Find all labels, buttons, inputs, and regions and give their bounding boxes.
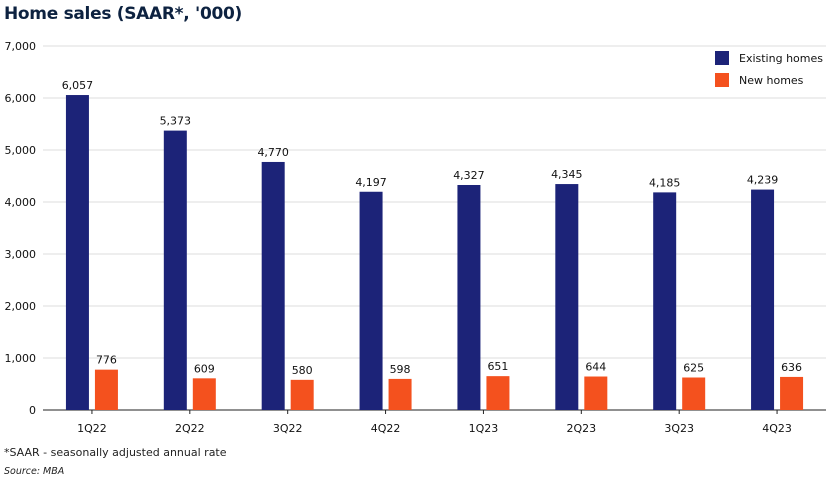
- data-label-new-homes: 625: [683, 362, 704, 375]
- data-label-new-homes: 636: [781, 361, 802, 374]
- bar-new-homes: [780, 376, 804, 410]
- data-label-new-homes: 580: [292, 364, 313, 377]
- footnote: *SAAR - seasonally adjusted annual rate: [4, 446, 227, 459]
- data-label-existing-homes: 5,373: [160, 115, 192, 128]
- x-tick-label: 1Q22: [77, 422, 107, 435]
- x-tick-label: 2Q23: [566, 422, 596, 435]
- bar-new-homes: [584, 376, 608, 410]
- bar-existing-homes: [653, 192, 677, 410]
- bars: 6,057 776 5,373 609 4,770 580 4,197 598 4,327 651…: [62, 79, 804, 410]
- source-note: Source: MBA: [4, 466, 65, 477]
- y-tick-label: 2,000: [5, 300, 37, 313]
- y-tick-label: 7,000: [5, 40, 37, 53]
- bar-existing-homes: [359, 191, 383, 410]
- x-tick-label: 4Q22: [371, 422, 401, 435]
- data-label-existing-homes: 4,239: [747, 174, 779, 187]
- data-label-existing-homes: 4,197: [355, 176, 387, 189]
- y-tick-label: 0: [29, 404, 36, 417]
- bar-new-homes: [388, 378, 412, 410]
- data-label-existing-homes: 4,345: [551, 168, 583, 181]
- bar-existing-homes: [457, 184, 481, 410]
- bar-existing-homes: [163, 130, 187, 410]
- legend: Existing homes New homes: [715, 51, 823, 87]
- x-axis: 1Q22 2Q22 3Q22 4Q22 1Q23 2Q23 3Q23 4Q23: [77, 410, 792, 435]
- bar-new-homes: [682, 377, 706, 410]
- bar-existing-homes: [261, 161, 285, 410]
- x-tick-label: 3Q22: [273, 422, 303, 435]
- data-label-existing-homes: 6,057: [62, 79, 94, 92]
- gridlines: [43, 45, 826, 359]
- data-label-new-homes: 644: [585, 361, 606, 374]
- legend-label-existing-homes: Existing homes: [739, 52, 823, 65]
- bar-new-homes: [192, 378, 216, 410]
- bar-existing-homes: [751, 189, 775, 410]
- data-label-new-homes: 651: [487, 360, 508, 373]
- data-label-existing-homes: 4,327: [453, 169, 485, 182]
- data-label-new-homes: 776: [96, 354, 117, 367]
- data-label-new-homes: 609: [194, 362, 215, 375]
- y-tick-label: 3,000: [5, 248, 37, 261]
- data-label-new-homes: 598: [390, 363, 411, 376]
- data-label-existing-homes: 4,770: [257, 146, 289, 159]
- x-tick-label: 2Q22: [175, 422, 205, 435]
- x-tick-label: 1Q23: [469, 422, 499, 435]
- legend-label-new-homes: New homes: [739, 74, 804, 87]
- bar-existing-homes: [65, 95, 89, 410]
- bar-new-homes: [94, 369, 118, 410]
- x-tick-label: 3Q23: [664, 422, 694, 435]
- legend-swatch-existing-homes: [715, 51, 729, 65]
- bar-new-homes: [486, 376, 510, 410]
- y-tick-label: 1,000: [5, 352, 37, 365]
- y-tick-label: 4,000: [5, 196, 37, 209]
- bar-existing-homes: [555, 184, 579, 410]
- x-tick-label: 4Q23: [762, 422, 792, 435]
- bar-new-homes: [290, 379, 314, 410]
- y-axis: 0 1,000 2,000 3,000 4,000 5,000 6,000 7,000: [5, 40, 826, 417]
- data-label-existing-homes: 4,185: [649, 176, 681, 189]
- y-tick-label: 6,000: [5, 92, 37, 105]
- chart-title: Home sales (SAAR*, '000): [4, 4, 242, 24]
- y-tick-label: 5,000: [5, 144, 37, 157]
- legend-swatch-new-homes: [715, 73, 729, 87]
